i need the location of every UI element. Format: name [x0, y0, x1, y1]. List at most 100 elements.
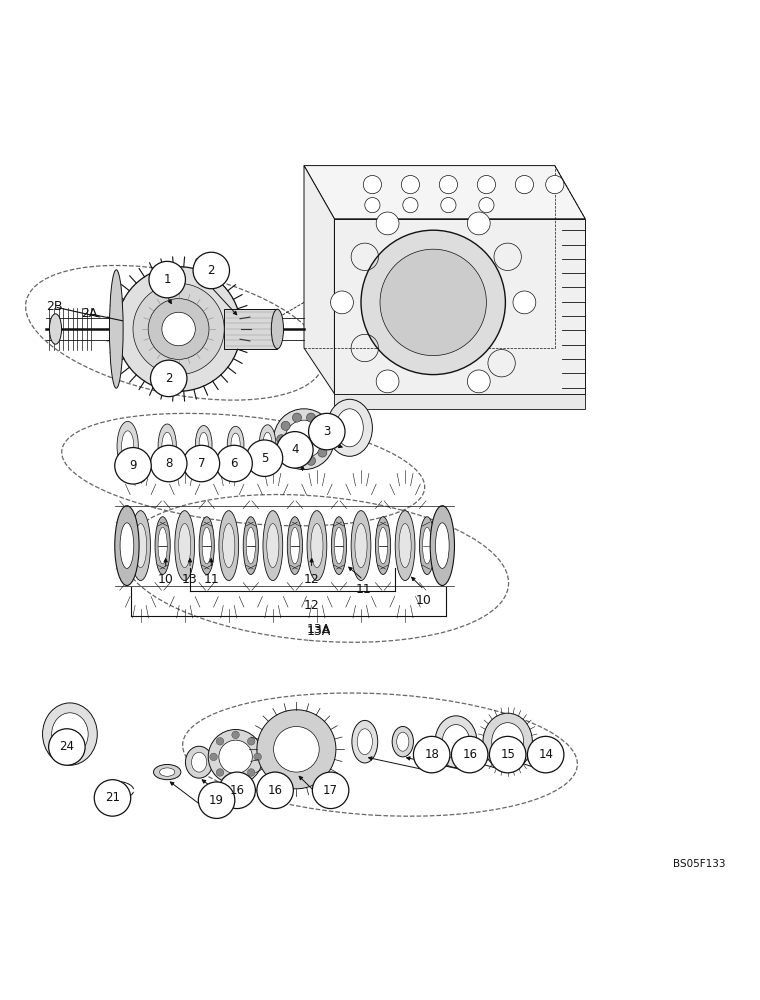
Text: 16: 16 — [462, 748, 477, 761]
Text: 21: 21 — [105, 791, 120, 804]
Circle shape — [254, 753, 261, 761]
Ellipse shape — [52, 713, 88, 755]
Text: 15: 15 — [500, 748, 515, 761]
Ellipse shape — [336, 409, 363, 447]
Circle shape — [363, 175, 382, 194]
Ellipse shape — [115, 506, 139, 585]
Circle shape — [49, 729, 85, 765]
Ellipse shape — [117, 421, 138, 471]
Circle shape — [246, 440, 283, 476]
Ellipse shape — [246, 527, 255, 564]
Ellipse shape — [311, 524, 323, 568]
Text: 14: 14 — [538, 748, 553, 761]
Circle shape — [133, 283, 224, 375]
Ellipse shape — [395, 511, 415, 581]
Text: 18: 18 — [424, 748, 439, 761]
Text: 8: 8 — [165, 457, 173, 470]
Text: 3: 3 — [323, 425, 331, 438]
Text: BS05F133: BS05F133 — [673, 859, 726, 869]
Text: 4: 4 — [291, 443, 299, 456]
Text: 11: 11 — [204, 573, 219, 586]
Ellipse shape — [219, 511, 239, 581]
Ellipse shape — [154, 764, 181, 780]
Circle shape — [467, 212, 490, 235]
Text: 16: 16 — [268, 784, 283, 797]
Circle shape — [331, 291, 353, 314]
Text: 2: 2 — [207, 264, 215, 277]
Ellipse shape — [202, 527, 211, 564]
Circle shape — [306, 413, 315, 422]
Circle shape — [277, 435, 286, 444]
Circle shape — [322, 435, 331, 444]
Text: 12: 12 — [304, 599, 319, 612]
Ellipse shape — [287, 517, 302, 574]
Ellipse shape — [435, 716, 477, 768]
Ellipse shape — [263, 432, 272, 457]
Ellipse shape — [160, 768, 175, 776]
Circle shape — [365, 198, 380, 213]
Circle shape — [274, 726, 319, 772]
Ellipse shape — [263, 511, 283, 581]
Circle shape — [441, 198, 456, 213]
Circle shape — [193, 252, 230, 289]
Text: 19: 19 — [209, 794, 224, 807]
Ellipse shape — [327, 399, 372, 456]
Circle shape — [257, 710, 336, 789]
Text: 16: 16 — [230, 784, 245, 797]
Circle shape — [210, 753, 217, 761]
Text: 1: 1 — [163, 273, 171, 286]
Circle shape — [467, 370, 490, 393]
Text: 11: 11 — [356, 583, 371, 596]
Ellipse shape — [423, 527, 432, 564]
Circle shape — [376, 370, 399, 393]
Circle shape — [489, 736, 526, 773]
Circle shape — [312, 772, 349, 809]
Circle shape — [546, 175, 564, 194]
Text: 13A: 13A — [307, 625, 331, 638]
Ellipse shape — [179, 524, 191, 568]
Text: 7: 7 — [198, 457, 205, 470]
Ellipse shape — [430, 506, 454, 585]
Circle shape — [248, 737, 255, 745]
Ellipse shape — [331, 517, 347, 574]
Circle shape — [361, 230, 505, 375]
Circle shape — [216, 445, 252, 482]
Text: 2: 2 — [165, 372, 173, 385]
Ellipse shape — [442, 725, 470, 759]
Ellipse shape — [199, 517, 214, 574]
Circle shape — [216, 769, 223, 776]
Ellipse shape — [135, 524, 147, 568]
Circle shape — [148, 299, 209, 359]
Ellipse shape — [392, 726, 413, 757]
Ellipse shape — [195, 426, 212, 464]
Ellipse shape — [290, 527, 299, 564]
Ellipse shape — [399, 524, 411, 568]
Circle shape — [318, 448, 327, 457]
Ellipse shape — [355, 524, 367, 568]
Ellipse shape — [231, 433, 240, 456]
Circle shape — [451, 736, 488, 773]
Ellipse shape — [378, 527, 388, 564]
Ellipse shape — [192, 752, 207, 772]
Circle shape — [439, 175, 458, 194]
Ellipse shape — [259, 425, 276, 464]
Circle shape — [116, 267, 241, 391]
Circle shape — [281, 448, 290, 457]
Circle shape — [413, 736, 450, 773]
Ellipse shape — [185, 746, 213, 778]
Ellipse shape — [307, 511, 327, 581]
Text: 2A: 2A — [81, 307, 98, 320]
Ellipse shape — [243, 517, 258, 574]
Ellipse shape — [120, 523, 134, 568]
Text: 17: 17 — [323, 784, 338, 797]
Ellipse shape — [267, 524, 279, 568]
Text: 13A: 13A — [307, 623, 331, 636]
Text: 5: 5 — [261, 452, 268, 465]
Ellipse shape — [435, 523, 449, 568]
Circle shape — [208, 730, 263, 784]
Ellipse shape — [334, 527, 344, 564]
Ellipse shape — [351, 511, 371, 581]
Text: 2B: 2B — [46, 300, 63, 313]
Circle shape — [306, 456, 315, 465]
Circle shape — [285, 420, 323, 458]
